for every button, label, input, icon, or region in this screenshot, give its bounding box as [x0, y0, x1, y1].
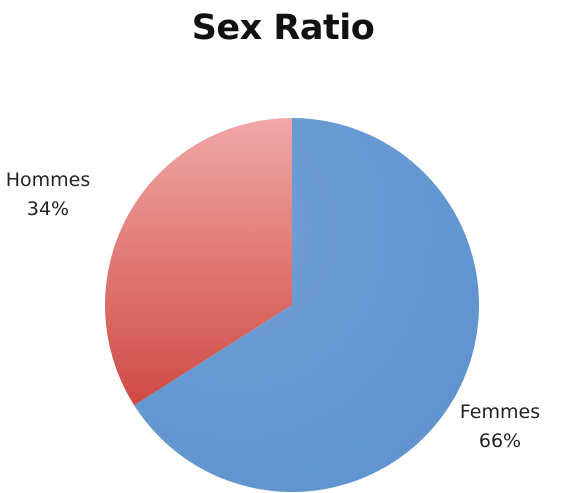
- chart-title: Sex Ratio: [191, 8, 375, 48]
- slice-label-femmes: Femmes: [460, 401, 540, 423]
- pie-slice-hommes: [104, 118, 293, 406]
- slice-label-hommes: Hommes: [6, 169, 91, 191]
- pie-slices: [104, 118, 480, 492]
- slice-value-femmes: 66%: [479, 430, 521, 452]
- slice-labels: Femmes 66% Hommes 34%: [6, 169, 540, 452]
- slice-value-hommes: 34%: [27, 198, 69, 220]
- pie-slice-femmes: [134, 118, 480, 492]
